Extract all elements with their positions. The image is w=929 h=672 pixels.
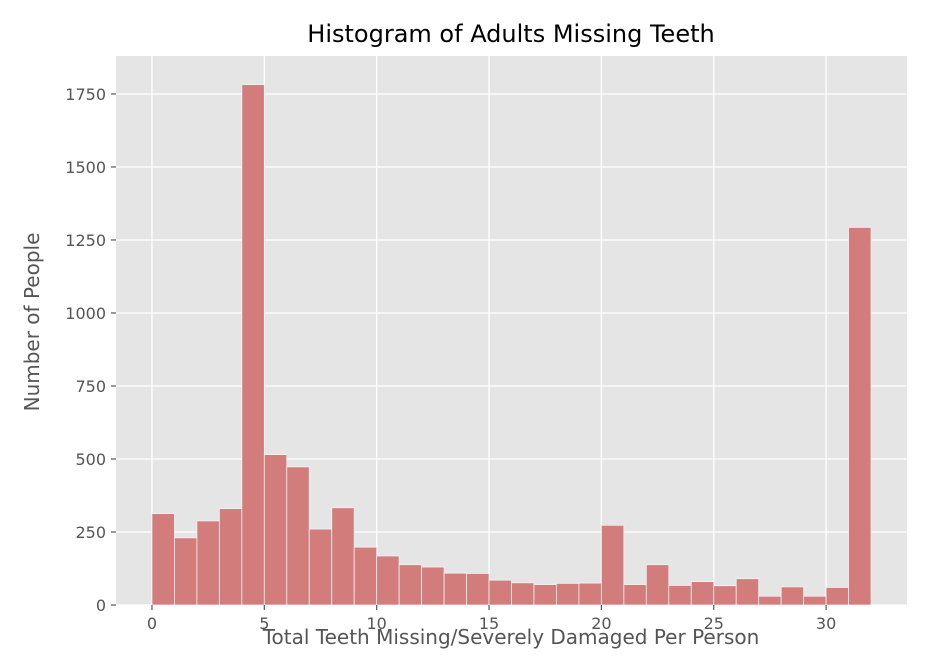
y-tick-label: 1750 [65, 85, 106, 104]
x-tick-label: 30 [816, 614, 836, 633]
y-tick-label: 1500 [65, 158, 106, 177]
histogram-bar [803, 595, 827, 606]
x-tick-label: 15 [479, 614, 499, 633]
histogram-bar [735, 578, 760, 606]
histogram-bar [443, 572, 467, 606]
histogram-bar [780, 586, 805, 606]
histogram-bar [668, 585, 692, 606]
y-axis-label: Number of People [20, 233, 44, 412]
chart-title: Histogram of Adults Missing Teeth [307, 20, 714, 48]
y-tick-label: 1250 [65, 231, 106, 250]
histogram-bar [218, 508, 243, 606]
histogram-bar [174, 537, 198, 606]
histogram-bars [151, 84, 872, 606]
histogram-bar [533, 584, 557, 606]
histogram-bar [241, 84, 265, 606]
histogram-bar [308, 528, 333, 606]
histogram-bar [713, 585, 737, 606]
histogram-bar [578, 582, 602, 606]
histogram-bar [286, 466, 310, 606]
histogram-bar [848, 227, 872, 606]
histogram-bar [263, 454, 288, 606]
histogram-bar [645, 564, 670, 606]
histogram-bar [623, 584, 647, 606]
histogram-bar [466, 573, 490, 606]
x-axis-label: Total Teeth Missing/Severely Damaged Per… [262, 625, 760, 649]
histogram-bar [151, 513, 175, 606]
y-tick-label: 500 [75, 450, 106, 469]
x-tick-label: 25 [704, 614, 724, 633]
histogram-bar [600, 524, 625, 606]
histogram-bar [353, 546, 378, 606]
x-tick-label: 20 [591, 614, 611, 633]
histogram-bar [690, 581, 715, 606]
histogram-bar [488, 579, 512, 606]
y-tick-label: 250 [75, 523, 106, 542]
x-tick-label: 10 [366, 614, 386, 633]
histogram-bar [511, 582, 535, 606]
y-tick-label: 750 [75, 377, 106, 396]
histogram-bar [196, 520, 220, 606]
histogram-bar [758, 595, 782, 606]
y-tick-label: 0 [96, 596, 106, 615]
x-tick-label: 0 [147, 614, 157, 633]
histogram-bar [331, 507, 355, 606]
histogram-bar [398, 564, 423, 606]
y-tick-label: 1000 [65, 304, 106, 323]
histogram-bar [825, 587, 849, 606]
histogram-bar [421, 566, 445, 606]
histogram-bar [376, 555, 400, 606]
histogram-bar [556, 582, 580, 606]
axis-ticks: 0 5 10 15 20 25 30 0 250 500 750 1000 1250 1500 1750 [65, 85, 836, 633]
x-tick-label: 5 [259, 614, 269, 633]
